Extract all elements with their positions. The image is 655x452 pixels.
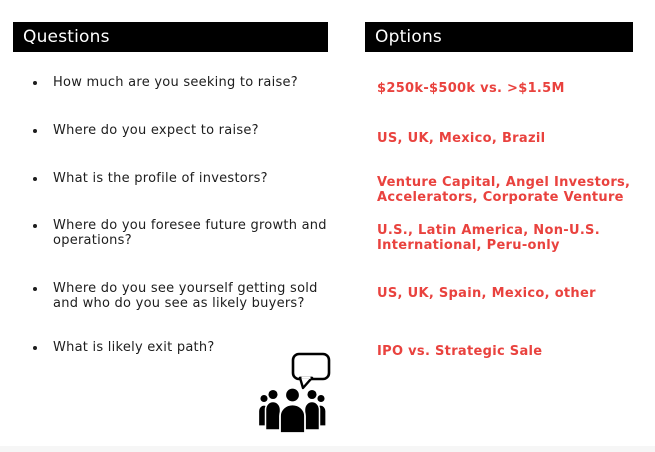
question-item: How much are you seeking to raise?	[33, 75, 365, 90]
bullet-icon	[33, 81, 37, 85]
bullet-icon	[33, 287, 37, 291]
question-text: How much are you seeking to raise?	[53, 75, 298, 90]
question-text: Where do you foresee future growth and o…	[53, 218, 327, 248]
question-text: What is the profile of investors?	[53, 171, 268, 186]
bullet-icon	[33, 346, 37, 350]
footer-band	[0, 446, 655, 452]
people-group-speech-bubble-icon	[257, 352, 331, 434]
question-text: Where do you see yourself getting sold a…	[53, 281, 318, 311]
option-text: IPO vs. Strategic Sale	[377, 344, 543, 359]
question-text: Where do you expect to raise?	[53, 123, 259, 138]
question-item: Where do you see yourself getting sold a…	[33, 281, 365, 311]
questions-header-bar: Questions	[13, 22, 328, 52]
option-text: $250k-$500k vs. >$1.5M	[377, 81, 565, 96]
option-text: U.S., Latin America, Non-U.S. Internatio…	[377, 223, 600, 253]
questions-header-label: Questions	[23, 27, 110, 47]
bullet-icon	[33, 177, 37, 181]
option-text: US, UK, Mexico, Brazil	[377, 131, 546, 146]
question-text: What is likely exit path?	[53, 340, 215, 355]
question-item: Where do you foresee future growth and o…	[33, 218, 365, 248]
question-item: Where do you expect to raise?	[33, 123, 365, 138]
option-text: Venture Capital, Angel Investors, Accele…	[377, 175, 631, 205]
options-header-label: Options	[375, 27, 442, 47]
question-item: What is likely exit path?	[33, 340, 365, 355]
bullet-icon	[33, 224, 37, 228]
options-header-bar: Options	[365, 22, 633, 52]
question-item: What is the profile of investors?	[33, 171, 365, 186]
option-text: US, UK, Spain, Mexico, other	[377, 286, 596, 301]
bullet-icon	[33, 129, 37, 133]
